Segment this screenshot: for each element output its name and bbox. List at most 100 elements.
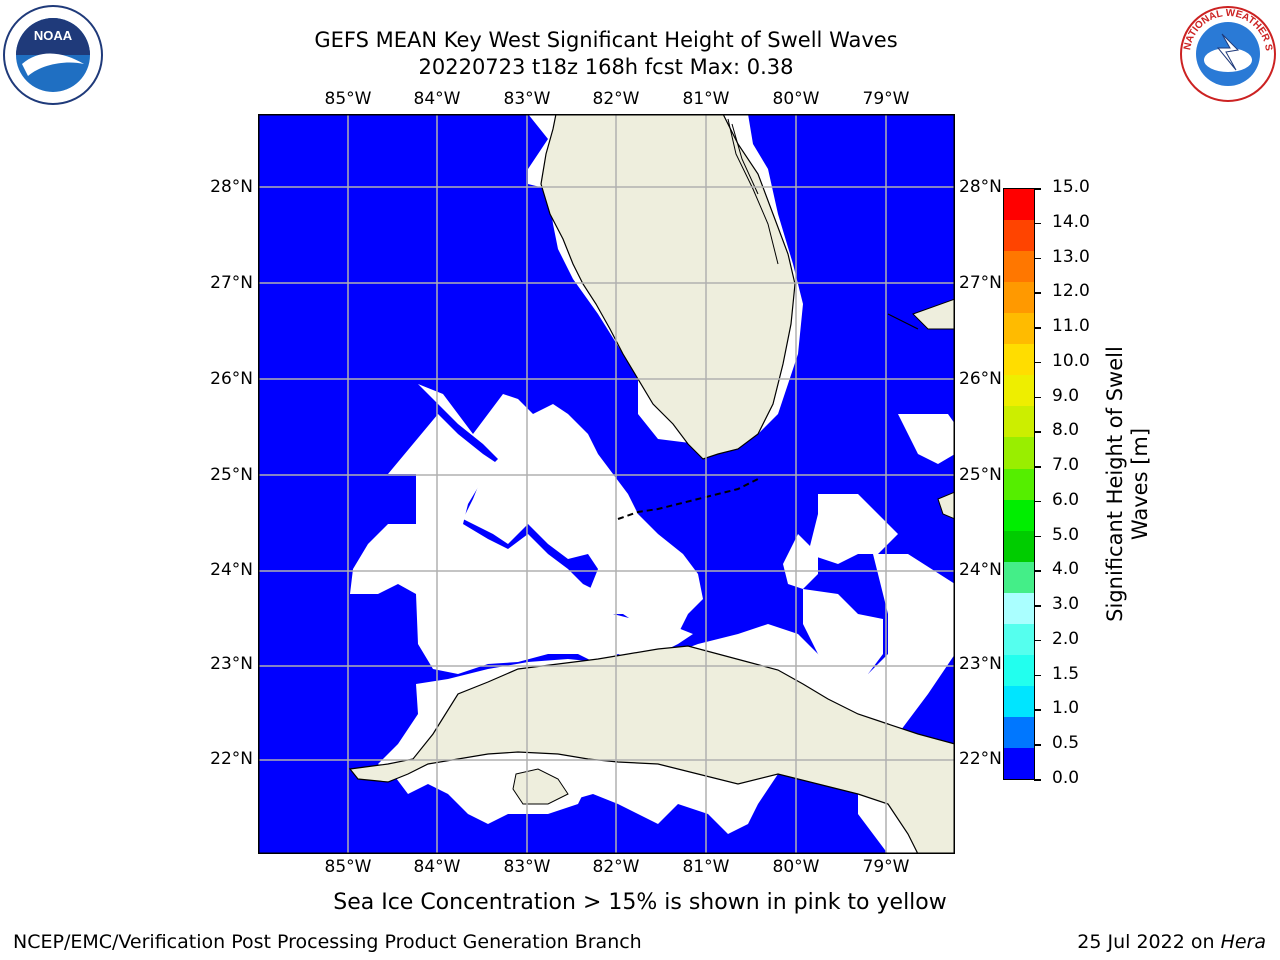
lat-label-left: 26°N [210,369,253,389]
colorbar-tick-mark [1034,535,1041,538]
colorbar-tick-mark [1034,500,1041,503]
colorbar-tick-label: 13.0 [1052,246,1090,267]
colorbar-tick-label: 15.0 [1052,177,1090,197]
lon-label-top: 84°W [413,89,461,109]
lon-label-top: 83°W [503,89,551,109]
colorbar-segment [1004,561,1034,593]
colorbar-tick-label: 1.0 [1052,698,1080,719]
colorbar-tick-mark [1034,292,1041,294]
map-panel [258,114,955,854]
lon-label-top: 80°W [772,89,820,109]
nws-logo: NATIONAL WEATHER SERVICE [1178,4,1276,102]
colorbar-tick-mark [1034,188,1041,190]
lat-label-right: 27°N [959,273,1002,293]
lat-label-left: 27°N [210,273,253,293]
land-cuba [348,645,955,854]
lat-label-right: 22°N [959,749,1002,769]
map-border [258,114,955,854]
colorbar-tick-label: 4.0 [1052,559,1080,580]
colorbar-tick-label: 0.0 [1052,768,1080,788]
colorbar-tick-mark [1034,396,1041,399]
colorbar-tick-label: 0.5 [1052,733,1080,754]
noaa-logo-text: NOAA [34,28,73,43]
colorbar-tick-label: 5.0 [1052,524,1080,545]
colorbar-segment [1004,716,1034,748]
chart-title: GEFS MEAN Key West Significant Height of… [314,28,898,52]
footer-date: 25 Jul 2022 on Hera [1077,931,1266,953]
colorbar-segment [1004,468,1034,500]
colorbar-label-line1: Significant Height of Swell [1103,346,1127,622]
lat-label-left: 24°N [210,560,253,580]
lon-label-top: 81°W [682,89,730,109]
footer-credit: NCEP/EMC/Verification Post Processing Pr… [13,931,642,953]
colorbar-tick-label: 6.0 [1052,489,1080,510]
colorbar-tick-label: 14.0 [1052,211,1090,232]
colorbar-segment [1004,437,1034,469]
land-bahamas [912,298,955,330]
colorbar-tick-label: 9.0 [1052,385,1080,406]
colorbar-tick-mark [1034,361,1041,364]
sea-ice-note: Sea Ice Concentration > 15% is shown in … [333,890,947,915]
colorbar-tick-mark [1034,779,1041,781]
colorbar-segment [1004,251,1034,283]
colorbar-segment [1004,344,1034,376]
colorbar-segment [1004,313,1034,345]
lat-label-right: 25°N [959,465,1002,485]
colorbar-segment [1004,375,1034,407]
colorbar-segment [1004,406,1034,438]
colorbar-tick-mark [1034,466,1041,468]
lat-label-right: 28°N [959,177,1002,197]
colorbar-tick-label: 8.0 [1052,420,1080,441]
lat-label-left: 28°N [210,177,253,197]
colorbar-tick-label: 3.0 [1052,594,1080,615]
lat-label-left: 25°N [210,465,253,485]
lat-label-right: 26°N [959,369,1002,389]
lon-label-bottom: 84°W [413,857,461,877]
lat-label-left: 22°N [210,749,253,769]
colorbar-segment [1004,282,1034,314]
colorbar-tick-label: 1.5 [1052,663,1080,684]
colorbar-tick-mark [1034,674,1041,677]
land-florida [540,114,796,460]
colorbar-tick-mark [1034,639,1041,642]
colorbar-segment [1004,530,1034,562]
colorbar-segment [1004,220,1034,252]
colorbar [1003,188,1035,780]
lat-label-right: 24°N [959,560,1002,580]
colorbar-segment [1004,189,1034,221]
lat-label-left: 23°N [210,654,253,674]
colorbar-tick-mark [1034,257,1041,260]
colorbar-tick-label: 12.0 [1052,281,1090,302]
lon-label-bottom: 82°W [592,857,640,877]
colorbar-label-line2: Waves [m] [1128,427,1152,541]
colorbar-tick-label: 11.0 [1052,316,1090,337]
colorbar-segment [1004,654,1034,686]
colorbar-segment [1004,499,1034,531]
colorbar-tick-mark [1034,222,1041,225]
lon-label-top: 85°W [324,89,372,109]
footer-date-text: 25 Jul 2022 on [1077,931,1221,953]
colorbar-tick-mark [1034,327,1041,329]
colorbar-segment [1004,685,1034,717]
colorbar-tick-label: 7.0 [1052,455,1080,476]
lon-label-bottom: 80°W [772,857,820,877]
lon-label-bottom: 79°W [862,857,910,877]
colorbar-segment [1004,592,1034,624]
footer-host: Hera [1220,931,1266,953]
lon-label-bottom: 85°W [324,857,372,877]
lat-label-right: 23°N [959,654,1002,674]
lon-label-top: 82°W [592,89,640,109]
colorbar-tick-mark [1034,570,1041,572]
chart-subtitle: 20220723 t18z 168h fcst Max: 0.38 [418,55,794,79]
colorbar-segment [1004,623,1034,655]
lon-label-bottom: 81°W [682,857,730,877]
lon-label-bottom: 83°W [503,857,551,877]
colorbar-segment [1004,747,1034,779]
colorbar-tick-mark [1034,605,1041,607]
noaa-logo: NOAA [3,5,103,105]
colorbar-tick-mark [1034,431,1041,433]
lon-label-top: 79°W [862,89,910,109]
colorbar-tick-label: 10.0 [1052,350,1090,371]
colorbar-tick-mark [1034,709,1041,711]
colorbar-tick-mark [1034,744,1041,746]
